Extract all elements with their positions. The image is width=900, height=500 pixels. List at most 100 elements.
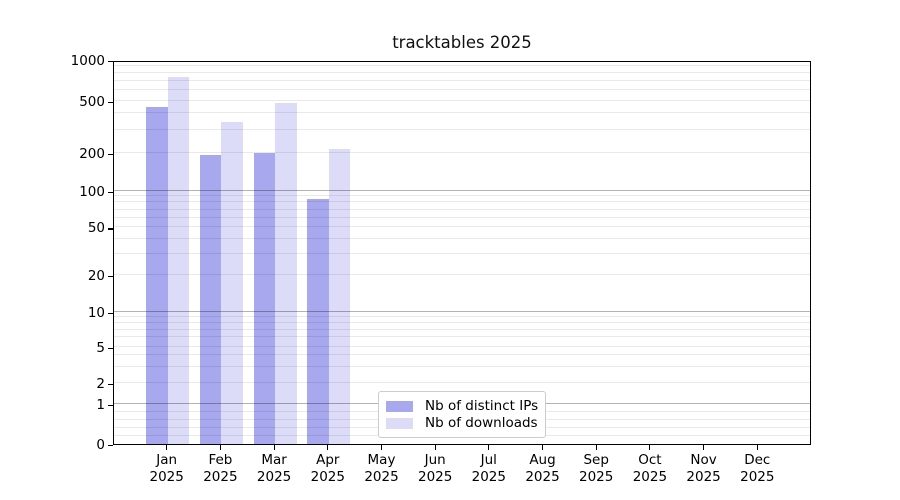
x-tick-mark: [756, 445, 758, 450]
x-tick-month: Jun: [424, 452, 446, 468]
y-tick-label: 500: [79, 93, 105, 110]
x-tick-label: Aug 2025: [503, 452, 583, 486]
gridline-minor: [114, 65, 810, 67]
gridline-major: [114, 189, 810, 191]
y-tick-label: 0: [96, 437, 105, 453]
x-tick-month: Nov: [690, 452, 717, 468]
y-tick-mark: [108, 153, 113, 155]
x-tick-month: Mar: [261, 452, 287, 468]
x-tick-label: Nov 2025: [664, 452, 744, 486]
x-tick-year: 2025: [740, 469, 775, 485]
x-tick-month: Apr: [316, 452, 340, 468]
legend-entry-distinct-ips: Nb of distinct IPs: [386, 398, 545, 415]
y-tick-mark: [108, 191, 113, 193]
x-tick-mark: [541, 445, 544, 450]
x-tick-label: May 2025: [342, 452, 422, 486]
y-tick-mark: [108, 405, 113, 407]
gridline-minor: [114, 365, 810, 367]
x-tick-year: 2025: [471, 469, 506, 485]
x-tick-month: Jan: [156, 452, 178, 468]
bar-ips-mar: [253, 153, 276, 444]
gridline-minor: [114, 89, 810, 90]
x-tick-mark: [273, 445, 275, 450]
x-tick-mark: [166, 445, 168, 450]
y-tick-label: 5: [96, 339, 105, 356]
x-tick-year: 2025: [525, 469, 560, 485]
x-tick-year: 2025: [256, 469, 292, 485]
x-tick-year: 2025: [418, 469, 453, 485]
x-tick-month: Sep: [583, 452, 609, 468]
y-tick-mark: [108, 228, 113, 230]
x-tick-year: 2025: [310, 469, 345, 485]
y-tick-mark: [108, 312, 113, 315]
x-tick-mark: [649, 445, 651, 450]
y-tick-mark: [108, 61, 113, 63]
gridline-minor: [114, 79, 810, 81]
x-tick-label: Jan 2025: [127, 452, 207, 486]
legend-entry-downloads: Nb of downloads: [386, 415, 545, 432]
legend-swatch-ips-icon: [386, 400, 413, 412]
legend-label-downloads: Nb of downloads: [425, 415, 538, 431]
legend-label-distinct-ips: Nb of distinct IPs: [425, 398, 539, 414]
x-tick-month: Dec: [744, 452, 771, 468]
gridline-minor: [114, 345, 810, 347]
gridline-minor: [114, 253, 810, 254]
x-tick-label: Feb 2025: [180, 452, 260, 486]
x-tick-mark: [434, 445, 436, 450]
x-tick-label: Jul 2025: [449, 452, 529, 486]
gridline-minor: [114, 72, 810, 74]
x-tick-month: Jul: [480, 452, 497, 468]
x-tick-mark: [327, 445, 329, 450]
x-tick-year: 2025: [364, 469, 399, 485]
bar-downloads-feb: [221, 121, 243, 444]
gridline-minor: [114, 316, 810, 318]
gridline-minor: [114, 274, 810, 275]
x-tick-mark: [380, 445, 383, 450]
x-tick-month: Aug: [529, 452, 556, 468]
plot-area: [113, 61, 811, 445]
gridline-minor: [114, 354, 810, 356]
y-tick-mark: [108, 445, 113, 447]
y-tick-label: 1: [96, 397, 105, 414]
y-tick-mark: [108, 383, 113, 385]
gridline-minor: [114, 128, 810, 130]
x-tick-mark: [703, 445, 705, 450]
x-tick-mark: [488, 445, 490, 450]
y-tick-mark: [108, 276, 113, 278]
y-tick-label: 200: [79, 145, 105, 162]
gridline-minor: [114, 208, 810, 210]
legend: Nb of distinct IPs Nb of downloads: [378, 391, 546, 438]
x-tick-year: 2025: [203, 469, 238, 485]
y-tick-label: 100: [79, 183, 105, 200]
x-tick-label: Dec 2025: [717, 452, 797, 486]
gridline-minor: [114, 195, 810, 197]
gridline-minor: [114, 328, 810, 330]
bar-downloads-jan: [167, 76, 190, 444]
x-tick-year: 2025: [149, 469, 184, 485]
x-tick-month: May: [367, 452, 396, 468]
legend-swatch-downloads-icon: [386, 417, 413, 429]
y-tick-mark: [108, 101, 113, 103]
gridline-minor: [114, 322, 810, 323]
bar-downloads-apr: [328, 148, 351, 444]
gridline-minor: [114, 112, 810, 114]
gridline-major: [114, 310, 810, 312]
x-tick-month: Feb: [208, 452, 233, 468]
y-tick-label: 10: [87, 304, 105, 321]
y-tick-label: 1000: [70, 53, 105, 69]
bar-ips-jan: [146, 106, 168, 444]
x-tick-year: 2025: [632, 469, 668, 485]
x-tick-label: Mar 2025: [234, 452, 314, 486]
gridline-minor: [114, 238, 810, 239]
x-tick-label: Apr 2025: [288, 452, 368, 486]
y-tick-label: 2: [96, 375, 105, 392]
bar-ips-apr: [307, 199, 329, 444]
gridline-minor: [114, 99, 810, 101]
gridline-minor: [114, 381, 810, 383]
gridline-minor: [114, 336, 810, 338]
x-tick-label: Oct 2025: [610, 452, 690, 486]
gridline-minor: [114, 216, 810, 218]
chart-title: tracktables 2025: [392, 33, 532, 52]
x-tick-mark: [595, 445, 597, 450]
